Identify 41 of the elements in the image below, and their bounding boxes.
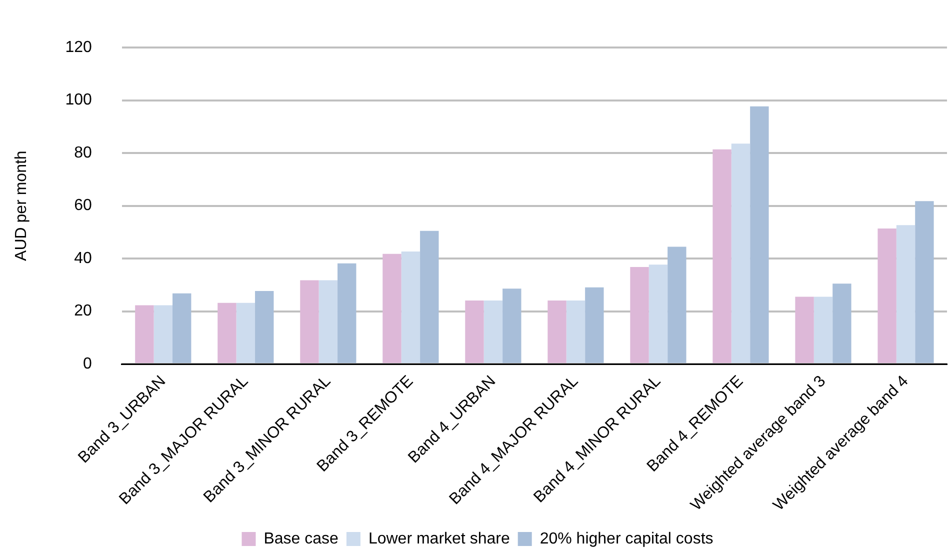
- legend-label: 20% higher capital costs: [540, 530, 714, 548]
- bar: [795, 296, 814, 364]
- bar: [338, 263, 356, 364]
- bar: [465, 300, 484, 364]
- bar: [548, 300, 566, 364]
- bar: [502, 288, 522, 364]
- y-tick-label: 120: [65, 39, 92, 56]
- bar: [750, 106, 769, 364]
- bar: [300, 280, 319, 364]
- bar: [382, 254, 402, 364]
- y-tick-label: 20: [74, 302, 92, 320]
- y-tick-label: 40: [74, 250, 92, 267]
- bar: [814, 296, 833, 364]
- bar: [236, 302, 256, 364]
- bar: [484, 300, 503, 364]
- bar: [135, 305, 154, 364]
- bar: [878, 228, 896, 364]
- bar: [648, 264, 668, 364]
- bar: [832, 284, 852, 364]
- bar: [255, 291, 274, 364]
- bar: [401, 251, 420, 364]
- y-tick-label: 100: [65, 92, 92, 109]
- bar: [218, 302, 236, 364]
- y-tick-label: 0: [82, 355, 92, 372]
- legend-label: Base case: [264, 530, 339, 548]
- y-axis-title: AUD per month: [13, 150, 30, 261]
- bar: [731, 144, 750, 364]
- bar: [172, 293, 192, 364]
- y-tick-label: 80: [74, 144, 92, 162]
- bar: [896, 225, 916, 364]
- bar: [318, 280, 338, 364]
- bar: [712, 149, 732, 364]
- bar: [420, 230, 439, 364]
- legend-label: Lower market share: [368, 530, 510, 548]
- y-tick-label: 60: [74, 197, 92, 214]
- bar: [585, 287, 604, 364]
- bar: [630, 267, 649, 364]
- bar: [566, 300, 586, 364]
- bar: [154, 305, 172, 364]
- bar: [915, 201, 934, 364]
- bar: [668, 246, 686, 364]
